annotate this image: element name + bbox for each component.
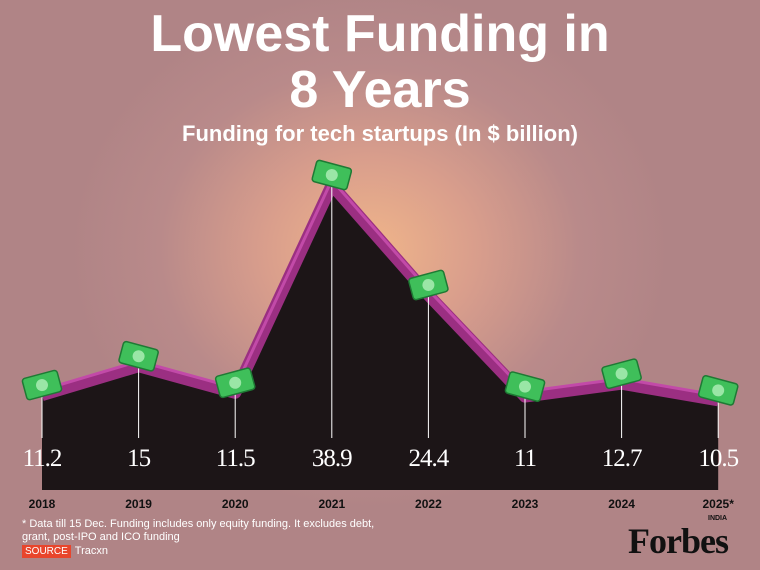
value-label: 12.7 [602,445,642,472]
x-tick-label: 2022 [415,497,442,511]
x-tick-label: 2018 [29,497,56,511]
money-coin [519,380,531,393]
x-tick-label: 2019 [125,497,152,511]
source-label: SOURCE [22,545,71,558]
money-coin [36,379,48,392]
logo: Forbes [628,521,729,561]
x-tick-label: 2020 [222,497,249,511]
money-coin [712,384,725,397]
logo-edition: INDIA [708,515,728,522]
money-coin [229,376,242,389]
value-label: 38.9 [312,445,352,472]
x-tick-label: 2025* [703,497,735,511]
money-icon [311,159,353,191]
value-label: 11.2 [23,445,62,472]
x-tick-label: 2024 [608,497,635,511]
x-tick-label: 2023 [512,497,539,511]
money-coin [325,169,338,181]
money-coin [615,367,628,380]
money-icon [408,269,449,301]
chart-title: Lowest Funding in 8 Years [150,5,610,119]
value-label: 15 [127,445,151,472]
source: SOURCE Tracxn [22,545,109,558]
source-name: Tracxn [74,545,109,557]
money-coin [422,278,435,291]
value-label: 11.5 [216,445,255,472]
money-icon [214,367,256,399]
money-icon [601,358,642,390]
value-label: 10.5 [698,445,738,472]
money-icon [504,371,546,402]
value-label: 24.4 [409,445,450,472]
money-coin [132,350,145,363]
money-icon [118,340,159,372]
money-icon [697,375,739,406]
x-tick-label: 2021 [318,497,345,511]
value-label: 11 [514,445,536,472]
area [42,185,719,490]
chart-subtitle: Funding for tech startups (In $ billion) [182,121,578,146]
money-icon [21,369,63,401]
footnote: * Data till 15 Dec. Funding includes onl… [22,518,375,543]
